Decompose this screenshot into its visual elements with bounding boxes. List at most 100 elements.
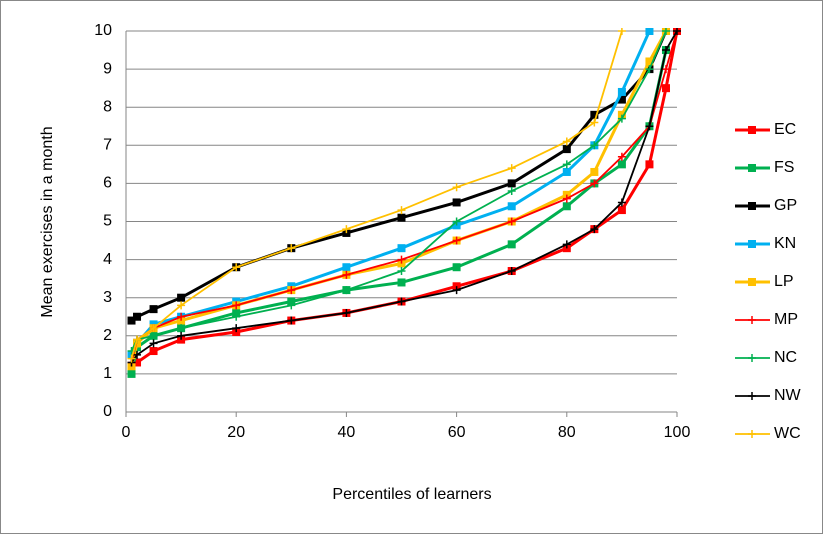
legend-label: LP	[774, 273, 794, 290]
marker	[748, 164, 756, 172]
x-tick-label: 40	[338, 424, 356, 441]
marker	[342, 263, 351, 272]
marker	[617, 160, 626, 169]
marker	[287, 301, 296, 310]
marker	[617, 87, 626, 96]
marker	[397, 267, 406, 276]
marker	[748, 278, 756, 286]
marker	[133, 335, 142, 344]
marker	[590, 225, 599, 234]
marker	[617, 95, 626, 104]
marker	[562, 160, 571, 169]
x-axis-label: Percentiles of learners	[332, 486, 491, 503]
marker	[590, 110, 599, 119]
marker	[452, 263, 461, 272]
series-line	[130, 30, 678, 363]
marker	[133, 312, 142, 321]
marker	[748, 240, 756, 248]
y-tick-label: 4	[103, 251, 112, 268]
y-tick-label: 7	[103, 137, 112, 154]
marker	[452, 183, 461, 192]
marker	[507, 240, 516, 249]
marker	[397, 244, 406, 253]
y-tick-label: 9	[103, 60, 112, 77]
marker	[232, 263, 241, 272]
legend-label: NW	[774, 387, 802, 404]
marker	[590, 118, 599, 127]
legend-label: WC	[774, 425, 801, 442]
marker	[149, 331, 158, 340]
y-tick-label: 2	[103, 327, 112, 344]
series-line	[130, 30, 651, 356]
x-tick-label: 0	[122, 424, 131, 441]
marker	[507, 217, 516, 226]
marker	[562, 194, 571, 203]
legend-label: EC	[774, 121, 796, 138]
x-tick-label: 60	[448, 424, 466, 441]
marker	[617, 114, 626, 123]
marker	[645, 57, 654, 66]
marker	[177, 301, 186, 310]
marker	[562, 240, 571, 249]
marker	[507, 267, 516, 276]
marker	[287, 316, 296, 325]
legend-label: MP	[774, 311, 798, 328]
y-tick-label: 6	[103, 175, 112, 192]
marker	[661, 46, 670, 55]
marker	[617, 152, 626, 161]
marker	[645, 28, 654, 35]
y-tick-label: 5	[103, 213, 112, 230]
legend-label: FS	[774, 159, 794, 176]
marker	[452, 198, 461, 207]
series-line	[130, 30, 679, 368]
marker	[149, 347, 158, 356]
marker	[661, 65, 670, 74]
marker	[287, 286, 296, 295]
marker	[590, 141, 599, 150]
marker	[177, 293, 186, 302]
marker	[133, 350, 142, 359]
legend-label: GP	[774, 197, 797, 214]
marker	[452, 217, 461, 226]
y-tick-label: 3	[103, 289, 112, 306]
marker	[748, 316, 756, 324]
marker	[562, 137, 571, 146]
marker	[232, 301, 241, 310]
marker	[617, 198, 626, 207]
y-axis-label: Mean exercises in a month	[39, 126, 56, 317]
marker	[342, 270, 351, 279]
marker	[590, 179, 599, 188]
marker	[748, 354, 756, 362]
x-tick-label: 20	[227, 424, 245, 441]
marker	[287, 244, 296, 253]
marker	[673, 28, 681, 35]
series-line	[130, 30, 678, 363]
y-tick-label: 1	[103, 365, 112, 382]
marker	[562, 145, 571, 154]
marker	[748, 430, 756, 438]
marker	[661, 84, 670, 93]
marker	[177, 331, 186, 340]
marker	[748, 392, 756, 400]
x-tick-label: 100	[664, 424, 691, 441]
marker	[127, 369, 136, 378]
marker	[645, 160, 654, 169]
marker	[127, 316, 136, 325]
marker	[452, 236, 461, 245]
marker	[232, 312, 241, 321]
marker	[149, 324, 158, 333]
marker	[397, 297, 406, 306]
marker	[617, 206, 626, 215]
plot	[127, 28, 681, 378]
marker	[397, 206, 406, 215]
marker	[397, 278, 406, 287]
marker	[177, 312, 186, 321]
marker	[507, 187, 516, 196]
marker	[149, 339, 158, 348]
marker	[127, 354, 136, 363]
marker	[645, 65, 654, 74]
marker	[342, 308, 351, 317]
marker	[133, 358, 142, 367]
